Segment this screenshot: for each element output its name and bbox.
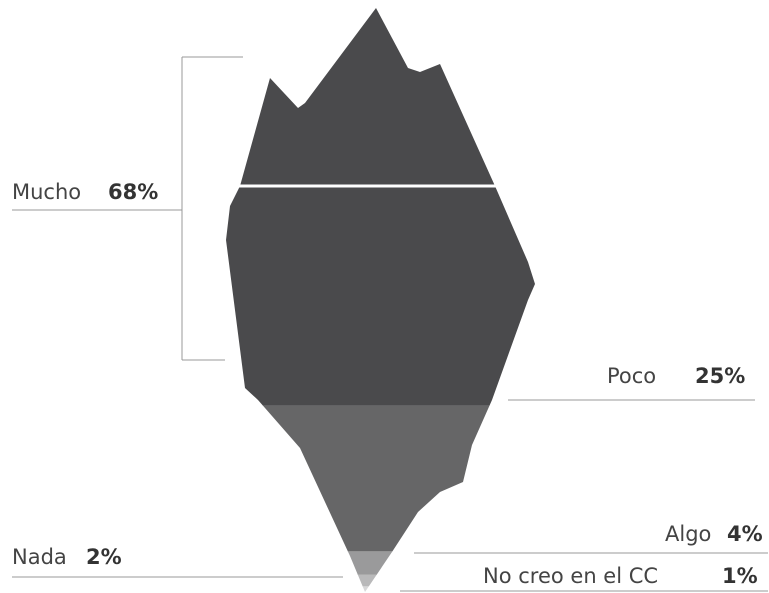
category-label: No creo en el CC <box>483 564 658 588</box>
mucho-bracket <box>12 56 243 361</box>
iceberg-layer <box>226 8 535 406</box>
category-label: Algo <box>665 522 711 546</box>
category-label: Poco <box>607 364 656 388</box>
value-label: 4% <box>727 522 763 546</box>
value-label: 1% <box>722 564 758 588</box>
iceberg <box>226 8 535 592</box>
iceberg-layer <box>226 405 535 552</box>
category-label: Nada <box>12 545 67 569</box>
value-label: 68% <box>108 180 158 204</box>
value-label: 25% <box>695 364 745 388</box>
value-label: 2% <box>86 545 122 569</box>
category-label: Mucho <box>12 180 81 204</box>
